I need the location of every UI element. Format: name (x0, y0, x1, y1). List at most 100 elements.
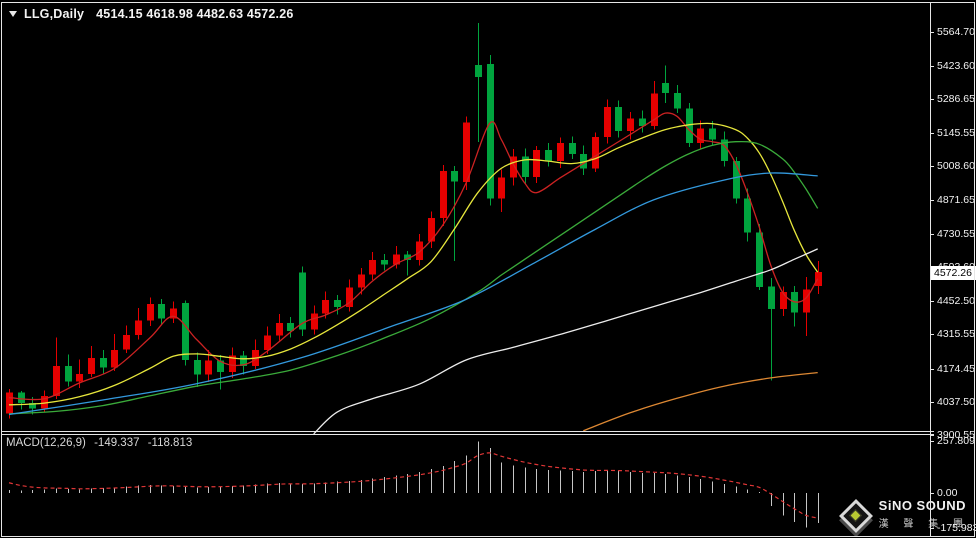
bull-candle (322, 299, 329, 314)
bull-candle (416, 241, 423, 260)
macd-indicator-label: MACD(12,26,9) -149.337 -118.813 (6, 437, 192, 449)
bear-candle (721, 139, 728, 162)
bear-candle (100, 358, 107, 368)
bull-candle (123, 335, 130, 350)
bear-candle (545, 150, 552, 162)
bear-candle (240, 355, 247, 366)
bull-candle (264, 335, 271, 350)
bull-candle (592, 136, 599, 169)
bull-candle (6, 392, 13, 414)
ohlc-values: 4514.15 4618.98 4482.63 4572.26 (96, 7, 294, 21)
bull-candle (135, 320, 142, 336)
bull-candle (369, 260, 376, 275)
bull-candle (697, 128, 704, 143)
price-axis-label: 5423.60 (937, 60, 975, 72)
axis-tick (930, 301, 934, 302)
bull-candle (803, 289, 810, 313)
price-axis-label: 4871.65 (937, 194, 975, 206)
bull-candle (557, 143, 564, 162)
bear-candle (487, 64, 494, 199)
macd-value: -149.337 (94, 437, 140, 449)
bull-candle (463, 122, 470, 182)
bull-candle (815, 272, 822, 287)
bull-candle (428, 218, 435, 242)
macd-signal-line (8, 452, 818, 519)
bear-candle (29, 403, 36, 409)
bear-candle (217, 360, 224, 373)
bull-candle (627, 118, 634, 131)
ma-white-line (313, 248, 818, 434)
bear-candle (569, 143, 576, 154)
bear-candle (639, 118, 646, 126)
price-axis-label: 257.809 (937, 435, 975, 447)
axis-tick (930, 369, 934, 370)
bull-candle (111, 349, 118, 368)
macd-name: MACD(12,26,9) (6, 437, 86, 449)
bear-candle (18, 392, 25, 404)
candlestick-chart[interactable] (0, 0, 930, 434)
bull-candle (780, 292, 787, 310)
axis-tick (930, 334, 934, 335)
macd-indicator-chart[interactable] (0, 434, 930, 536)
bear-candle (686, 108, 693, 143)
price-axis-label: 4174.45 (937, 363, 975, 375)
bull-candle (498, 177, 505, 199)
price-axis-label: 5008.60 (937, 160, 975, 172)
bull-candle (147, 304, 154, 321)
symbol-period-label: LLG,Daily (24, 7, 85, 21)
bear-candle (381, 260, 388, 265)
chevron-down-icon[interactable] (9, 11, 17, 17)
bull-candle (604, 107, 611, 137)
bull-candle (76, 373, 83, 382)
bear-candle (475, 64, 482, 77)
ma-fast-red-line (8, 112, 819, 401)
axis-tick (930, 166, 934, 167)
price-axis-label: 3900.55 (937, 429, 975, 441)
bear-candle (744, 198, 751, 233)
bull-candle (205, 360, 212, 375)
axis-tick (930, 234, 934, 235)
bear-candle (194, 360, 201, 375)
axis-tick (930, 493, 934, 494)
bear-candle (287, 323, 294, 331)
logo-text-en: SiNO SOUND (878, 498, 966, 513)
price-axis-label: 4037.50 (937, 396, 975, 408)
bear-candle (65, 366, 72, 382)
axis-tick (930, 66, 934, 67)
axis-tick (930, 99, 934, 100)
sino-sound-logo: SiNO SOUND 漢 聲 集 團 (837, 497, 969, 533)
bear-candle (580, 153, 587, 169)
symbol-title: LLG,Daily 4514.15 4618.98 4482.63 4572.2… (9, 7, 294, 21)
bull-candle (346, 287, 353, 308)
bear-candle (756, 232, 763, 287)
bull-candle (229, 355, 236, 373)
bear-candle (182, 303, 189, 360)
bear-candle (662, 83, 669, 93)
bear-candle (768, 286, 775, 309)
price-axis-label: 5145.55 (937, 127, 975, 139)
bull-candle (170, 308, 177, 319)
ma-yellow-line (8, 122, 819, 406)
bear-candle (299, 272, 306, 330)
axis-tick (930, 435, 934, 436)
ma-green-line (8, 140, 819, 415)
bull-candle (311, 313, 318, 330)
price-axis-label: 4452.50 (937, 295, 975, 307)
bear-candle (709, 128, 716, 140)
bear-candle (158, 304, 165, 319)
ma-orange-line (583, 371, 818, 432)
axis-tick (930, 200, 934, 201)
price-axis-label: 4315.55 (937, 328, 975, 340)
bear-candle (733, 161, 740, 199)
bull-candle (276, 323, 283, 336)
price-axis-label: 5286.65 (937, 93, 975, 105)
price-axis-label: 5564.70 (937, 26, 975, 38)
current-price-badge: 4572.26 (931, 266, 976, 280)
bull-candle (41, 395, 48, 409)
panel-separator-2 (1, 434, 934, 435)
bear-candle (451, 170, 458, 182)
bull-candle (88, 358, 95, 374)
panel-separator[interactable] (1, 431, 934, 432)
price-axis-label: 4730.55 (937, 228, 975, 240)
